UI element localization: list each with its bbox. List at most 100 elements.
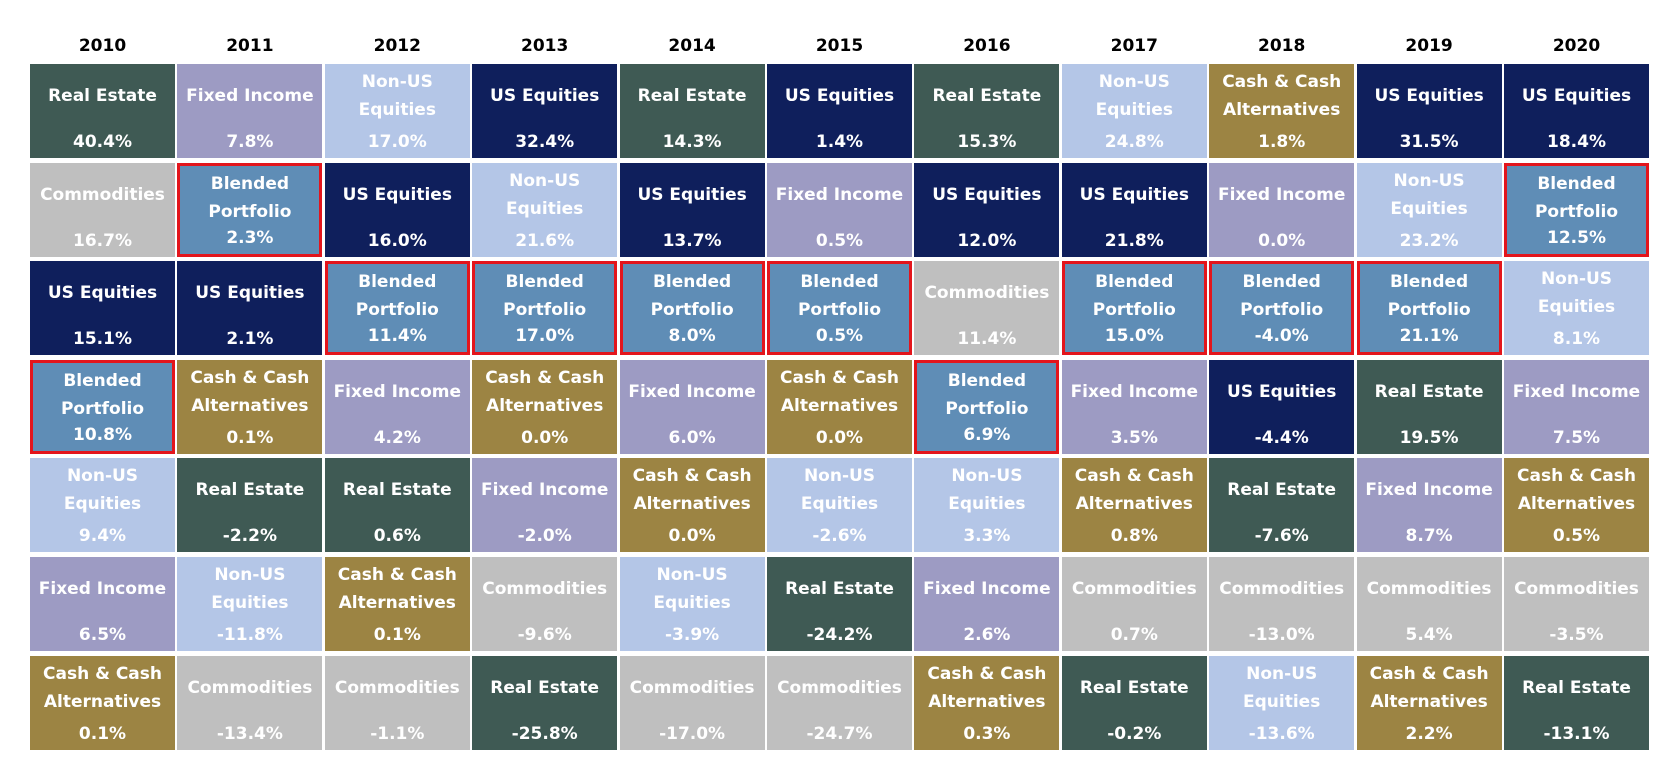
asset-cell: Cash & Cash Alternatives 0.8% bbox=[1061, 458, 1207, 553]
year-header: 2020 bbox=[1552, 36, 1601, 56]
asset-cell: Commodities 5.4% bbox=[1356, 557, 1502, 651]
asset-cell: Commodities -9.6% bbox=[472, 557, 618, 651]
year-header: 2018 bbox=[1258, 36, 1306, 56]
asset-name: Real Estate bbox=[1374, 381, 1484, 402]
asset-return: 3.5% bbox=[1110, 427, 1158, 448]
asset-cell: US Equities 2.1% bbox=[177, 261, 323, 356]
asset-return: 32.4% bbox=[515, 132, 575, 152]
asset-name: Real Estate bbox=[637, 86, 747, 106]
asset-return: 0.0% bbox=[815, 427, 864, 448]
asset-name: Non-US Equities bbox=[800, 466, 879, 515]
year-header: 2013 bbox=[521, 36, 569, 56]
asset-return: 40.4% bbox=[73, 132, 132, 152]
asset-return: 31.5% bbox=[1399, 132, 1459, 152]
asset-return: 2.2% bbox=[1405, 723, 1453, 744]
asset-name: Fixed Income bbox=[38, 579, 167, 599]
asset-cell: Commodities -17.0% bbox=[619, 655, 765, 750]
asset-cell: US Equities 21.8% bbox=[1061, 162, 1207, 257]
asset-cell: Fixed Income 6.5% bbox=[30, 557, 175, 651]
asset-return: -2.6% bbox=[812, 526, 867, 547]
asset-name: Fixed Income bbox=[628, 381, 756, 402]
asset-cell: Non-US Equities -13.6% bbox=[1209, 655, 1355, 750]
asset-cell: Real Estate -25.8% bbox=[472, 655, 618, 750]
asset-cell: Commodities -3.5% bbox=[1504, 557, 1649, 651]
asset-cell: US Equities 12.0% bbox=[914, 162, 1060, 257]
asset-return: 8.1% bbox=[1552, 329, 1601, 350]
asset-cell: Real Estate 14.3% bbox=[619, 64, 765, 158]
asset-cell: Real Estate -0.2% bbox=[1061, 655, 1207, 750]
asset-name: Real Estate bbox=[48, 86, 157, 106]
asset-cell: Cash & Cash Alternatives 0.5% bbox=[1504, 458, 1649, 553]
asset-name: US Equities bbox=[1521, 86, 1632, 106]
year-header: 2015 bbox=[815, 36, 864, 56]
asset-return: 0.0% bbox=[1258, 230, 1306, 251]
asset-return: 5.4% bbox=[1405, 625, 1453, 645]
asset-cell: Fixed Income 8.7% bbox=[1356, 458, 1502, 553]
asset-name: Real Estate bbox=[1079, 677, 1189, 698]
asset-name: Non-US Equities bbox=[1243, 663, 1321, 712]
asset-name: Commodities bbox=[1219, 579, 1345, 599]
asset-cell: Non-US Equities 17.0% bbox=[324, 64, 470, 158]
asset-name: US Equities bbox=[784, 86, 895, 106]
asset-name: Non-US Equities bbox=[1537, 269, 1616, 318]
asset-name: Blended Portfolio bbox=[1240, 272, 1324, 321]
asset-return: 8.0% bbox=[668, 326, 716, 347]
asset-name: US Equities bbox=[342, 184, 452, 205]
asset-return: 0.0% bbox=[668, 526, 716, 547]
asset-cell: Real Estate -7.6% bbox=[1209, 458, 1355, 553]
asset-return: 7.8% bbox=[226, 132, 274, 152]
asset-cell: Cash & Cash Alternatives 0.0% bbox=[472, 359, 618, 454]
asset-return: -0.2% bbox=[1107, 723, 1162, 744]
asset-name: Commodities bbox=[187, 677, 313, 698]
asset-cell: Real Estate -13.1% bbox=[1504, 655, 1649, 750]
asset-name: Fixed Income bbox=[1217, 184, 1346, 205]
asset-return: 18.4% bbox=[1547, 132, 1606, 152]
asset-return: -13.0% bbox=[1248, 625, 1315, 645]
asset-cell: Cash & Cash Alternatives 2.2% bbox=[1356, 655, 1502, 750]
asset-name: Non-US Equities bbox=[506, 170, 584, 219]
asset-return: -11.8% bbox=[216, 625, 283, 645]
asset-cell: Non-US Equities -11.8% bbox=[177, 557, 323, 651]
asset-name: Cash & Cash Alternatives bbox=[1369, 663, 1489, 712]
asset-name: Commodities bbox=[482, 579, 608, 599]
asset-cell: Commodities -13.4% bbox=[177, 655, 323, 750]
asset-return: 0.1% bbox=[226, 427, 274, 448]
asset-return: 0.7% bbox=[1110, 625, 1158, 645]
asset-cell: Real Estate 40.4% bbox=[30, 64, 175, 158]
asset-name: Real Estate bbox=[932, 86, 1042, 106]
asset-name: Cash & Cash Alternatives bbox=[780, 367, 899, 416]
asset-cell: Non-US Equities 8.1% bbox=[1504, 261, 1649, 356]
asset-name: Commodities bbox=[777, 677, 902, 698]
asset-cell: Blended Portfolio 10.8% bbox=[30, 359, 175, 454]
asset-return: 0.5% bbox=[1552, 526, 1601, 547]
asset-return: 10.8% bbox=[73, 424, 132, 445]
asset-name: Commodities bbox=[334, 677, 460, 698]
asset-cell: Non-US Equities -3.9% bbox=[619, 557, 765, 651]
asset-name: Fixed Income bbox=[333, 381, 462, 402]
asset-return: -24.2% bbox=[806, 625, 873, 645]
asset-cell: Non-US Equities 9.4% bbox=[30, 458, 175, 553]
asset-return: 12.5% bbox=[1547, 227, 1606, 248]
asset-cell: Real Estate 15.3% bbox=[914, 64, 1060, 158]
asset-name: Non-US Equities bbox=[653, 565, 731, 613]
asset-cell: Non-US Equities 24.8% bbox=[1061, 64, 1207, 158]
asset-cell: Fixed Income 7.8% bbox=[177, 64, 323, 158]
asset-return: 21.6% bbox=[515, 230, 575, 251]
asset-cell: Commodities 16.7% bbox=[30, 162, 175, 257]
asset-cell: Fixed Income 2.6% bbox=[914, 557, 1060, 651]
asset-cell: Blended Portfolio 12.5% bbox=[1504, 162, 1649, 257]
asset-name: Fixed Income bbox=[186, 86, 314, 106]
asset-name: Blended Portfolio bbox=[503, 272, 587, 321]
asset-return: -9.6% bbox=[517, 625, 572, 645]
asset-cell: Real Estate 19.5% bbox=[1356, 359, 1502, 454]
asset-return: 0.3% bbox=[963, 723, 1011, 744]
asset-name: Fixed Income bbox=[480, 480, 609, 501]
asset-cell: Commodities 0.7% bbox=[1061, 557, 1207, 651]
asset-name: Non-US Equities bbox=[211, 565, 289, 613]
asset-cell: Cash & Cash Alternatives 1.8% bbox=[1209, 64, 1355, 158]
asset-name: Cash & Cash Alternatives bbox=[1074, 466, 1194, 515]
asset-name: Commodities bbox=[1071, 579, 1197, 599]
asset-cell: Real Estate 0.6% bbox=[324, 458, 470, 553]
asset-cell: Fixed Income 4.2% bbox=[324, 359, 470, 454]
